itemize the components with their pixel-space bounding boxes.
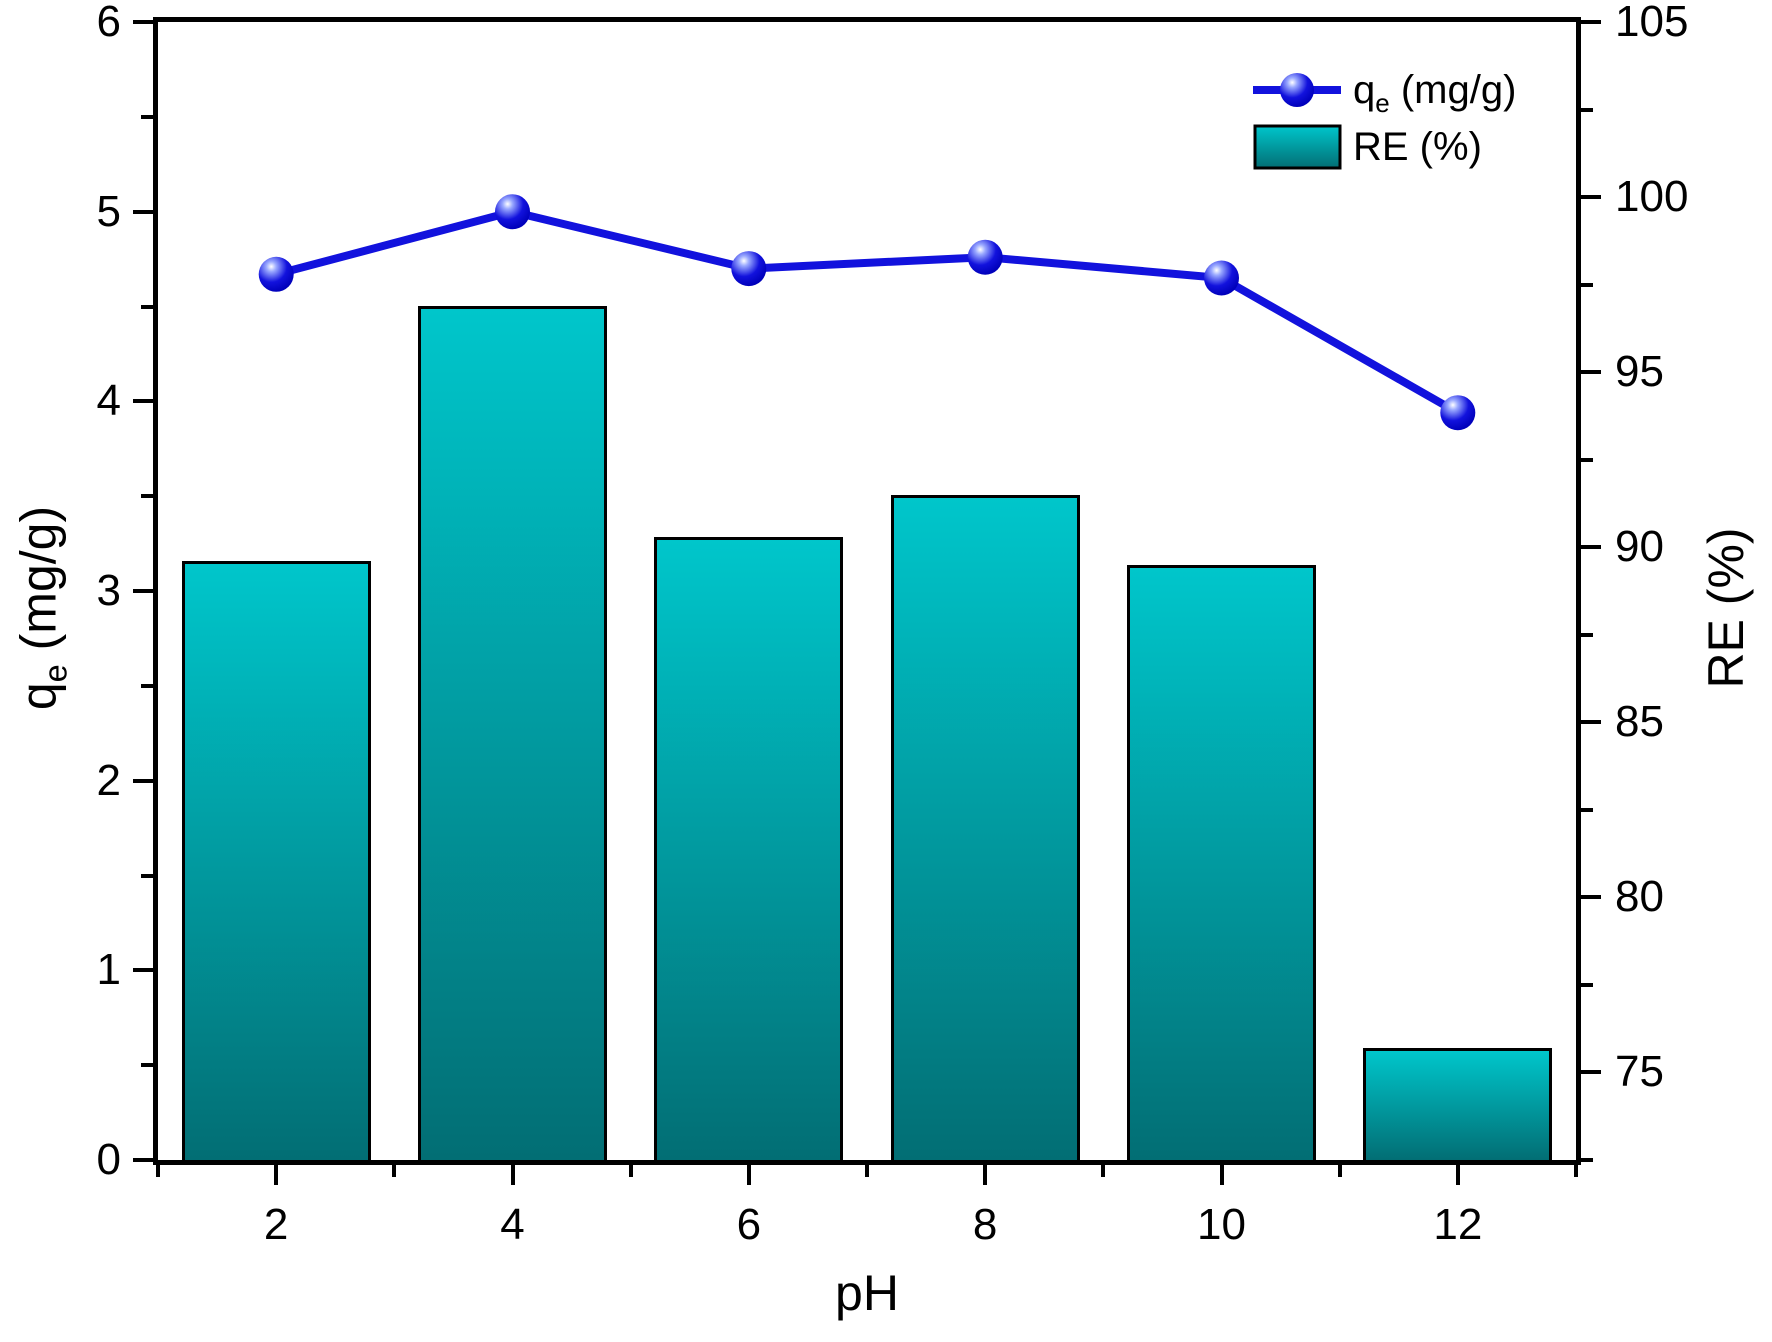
left-axis-major-tick (133, 1158, 153, 1162)
left-axis-major-tick (133, 968, 153, 973)
left-axis-major-tick (133, 20, 153, 24)
x-axis-tick-label: 8 (972, 1200, 998, 1249)
left-axis-tick-label: 2 (96, 755, 121, 805)
left-axis-tick-label: 1 (96, 945, 121, 995)
left-axis-title-subscript: e (37, 664, 74, 683)
left-axis-title: qe (mg/g) (10, 506, 75, 710)
left-axis-major-tick (133, 209, 153, 214)
legend-qe-symbol: q (1353, 68, 1376, 112)
right-axis-minor-tick (1581, 107, 1593, 112)
right-axis-major-tick (1581, 545, 1601, 550)
x-axis-major-tick (274, 1165, 279, 1185)
x-axis-minor-tick (1101, 1165, 1106, 1177)
re-bar-ph-10 (1126, 564, 1317, 1160)
left-axis-minor-tick (141, 494, 153, 499)
x-axis-tick-label: 2 (263, 1200, 289, 1249)
left-axis-title-units: (mg/g) (10, 505, 67, 665)
right-axis-minor-tick (1581, 807, 1593, 812)
x-axis-minor-tick (1337, 1165, 1342, 1177)
x-axis-minor-tick (865, 1165, 869, 1177)
re-bar-ph-12 (1363, 1047, 1553, 1160)
left-axis-major-tick (133, 778, 153, 783)
x-axis-major-tick (746, 1165, 751, 1185)
right-axis-minor-tick (1581, 632, 1593, 637)
qe-marker-ph-4 (495, 194, 530, 230)
legend-qe-subscript: e (1375, 88, 1390, 118)
re-bar-ph-6 (654, 536, 844, 1160)
left-axis-tick-label: 3 (96, 566, 121, 615)
bars-layer (158, 22, 1576, 1160)
x-axis-major-tick (1219, 1165, 1224, 1185)
x-axis-tick-label: 12 (1433, 1200, 1483, 1249)
right-axis-major-tick (1581, 895, 1601, 900)
qe-line (275, 207, 1460, 417)
left-axis-tick-label: 6 (96, 0, 121, 46)
right-axis-tick-label: 100 (1615, 172, 1689, 222)
x-axis-minor-tick (628, 1165, 633, 1177)
left-axis-minor-tick (141, 1063, 153, 1068)
right-axis-major-tick (1581, 1070, 1601, 1075)
legend-label-re: RE (%) (1353, 125, 1482, 169)
right-axis-tick-label: 105 (1615, 0, 1689, 46)
right-axis-minor-tick (1581, 1158, 1593, 1162)
right-axis-major-tick (1581, 720, 1601, 725)
qe-marker-ph-8 (967, 239, 1003, 275)
right-axis-major-tick (1581, 20, 1601, 24)
legend-bar-swatch (1253, 124, 1342, 170)
left-axis-minor-tick (141, 683, 153, 688)
re-bar-ph-2 (181, 561, 371, 1160)
right-axis-minor-tick (1581, 982, 1593, 987)
re-bar-ph-4 (417, 305, 608, 1160)
right-axis-minor-tick (1581, 282, 1593, 287)
left-axis-minor-tick (141, 304, 153, 309)
qe-marker-ph-10 (1204, 260, 1239, 296)
left-axis-tick-label: 5 (96, 186, 121, 236)
x-axis-minor-tick (1574, 1165, 1578, 1177)
right-axis-tick-label: 95 (1615, 347, 1664, 397)
x-axis-tick-label: 10 (1197, 1200, 1246, 1249)
left-axis-minor-tick (141, 114, 153, 119)
x-axis-tick-label: 4 (500, 1200, 525, 1249)
qe-marker-ph-12 (1440, 395, 1476, 431)
re-bar-ph-8 (890, 494, 1080, 1160)
left-axis-tick-label: 0 (96, 1135, 121, 1184)
qe-marker-ph-6 (731, 251, 767, 287)
x-axis-minor-tick (156, 1165, 160, 1177)
right-axis-tick-label: 85 (1615, 697, 1664, 747)
right-axis-tick-label: 80 (1615, 872, 1664, 922)
right-axis-major-tick (1581, 195, 1601, 200)
right-axis-minor-tick (1581, 457, 1593, 462)
x-axis-minor-tick (392, 1165, 397, 1177)
x-axis-title: pH (835, 1265, 899, 1321)
left-axis-major-tick (133, 399, 153, 404)
left-axis-minor-tick (141, 873, 153, 878)
plot-frame: qe (mg/g) RE (%) (153, 17, 1581, 1165)
right-axis-tick-label: 75 (1615, 1047, 1664, 1097)
left-axis-major-tick (133, 589, 153, 593)
left-axis-title-symbol: q (10, 682, 67, 711)
qe-marker-ph-2 (258, 256, 294, 292)
x-axis-tick-label: 6 (736, 1200, 762, 1249)
left-axis-tick-label: 4 (96, 376, 121, 426)
legend-qe-units: (mg/g) (1389, 68, 1517, 112)
right-axis-title: RE (%) (1698, 527, 1754, 689)
line-series-layer (258, 73, 1476, 431)
right-axis-major-tick (1581, 370, 1601, 375)
x-axis-major-tick (510, 1165, 515, 1185)
right-axis-tick-label: 90 (1615, 522, 1664, 572)
legend-line-sample (1253, 73, 1341, 107)
x-axis-major-tick (983, 1165, 988, 1185)
x-axis-major-tick (1455, 1165, 1460, 1185)
legend-label-qe: qe (mg/g) (1353, 66, 1516, 127)
